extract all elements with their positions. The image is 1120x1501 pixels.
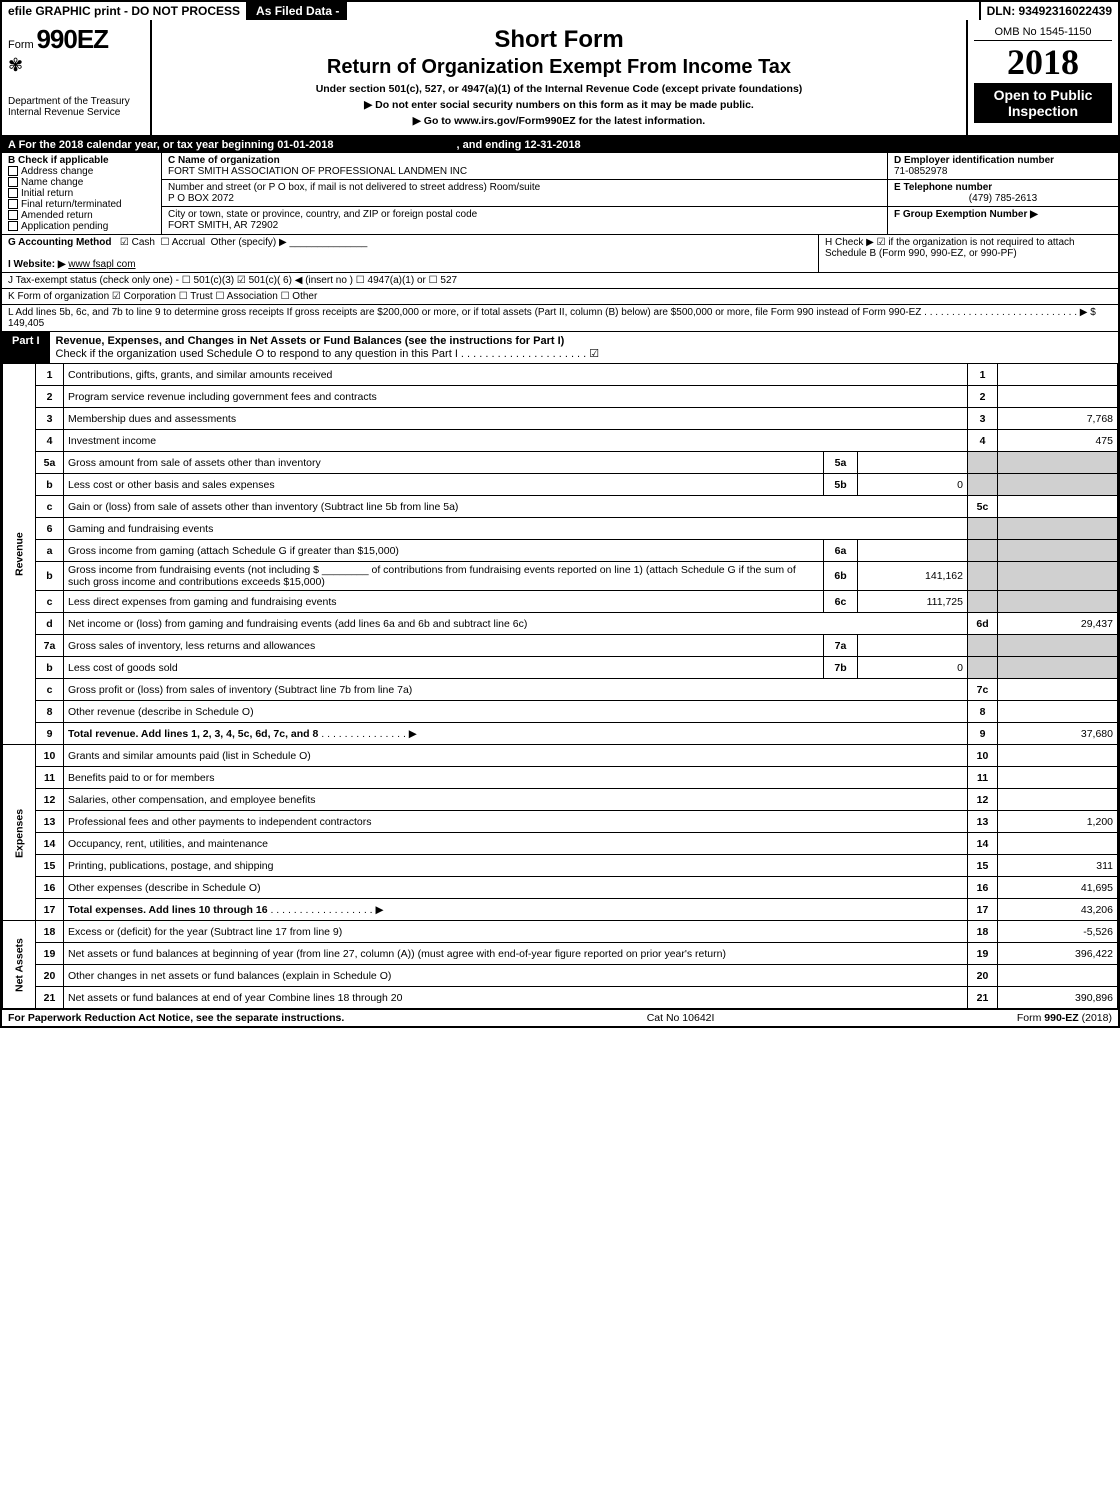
- col-b: B Check if applicable Address change Nam…: [2, 153, 162, 234]
- org-address: P O BOX 2072: [168, 193, 234, 204]
- row-a: A For the 2018 calendar year, or tax yea…: [2, 137, 1118, 153]
- website: www fsapl com: [68, 259, 135, 270]
- footer-right: Form 990-EZ (2018): [1017, 1012, 1112, 1024]
- part1-header: Part I Revenue, Expenses, and Changes in…: [2, 332, 1118, 363]
- header-right: OMB No 1545-1150 2018 Open to Public Ins…: [968, 20, 1118, 135]
- row-k: K Form of organization ☑ Corporation ☐ T…: [2, 289, 1118, 305]
- page-footer: For Paperwork Reduction Act Notice, see …: [2, 1009, 1118, 1026]
- d-label: D Employer identification number: [894, 155, 1054, 166]
- section-bcdef: B Check if applicable Address change Nam…: [2, 153, 1118, 235]
- c-addr-label: Number and street (or P O box, if mail i…: [168, 182, 540, 193]
- asfiled-label: As Filed Data -: [248, 2, 347, 20]
- header-center: Short Form Return of Organization Exempt…: [152, 20, 968, 135]
- checkbox-name-change[interactable]: [8, 177, 18, 187]
- row-gh: G Accounting Method ☑ Cash ☐ Accrual Oth…: [2, 235, 1118, 273]
- f-label: F Group Exemption Number ▶: [894, 209, 1038, 220]
- header-left: Form 990EZ ✾ Department of the Treasury …: [2, 20, 152, 135]
- part1-table: Revenue 1Contributions, gifts, grants, a…: [2, 363, 1118, 1009]
- netassets-vlabel: Net Assets: [3, 921, 36, 1009]
- tax-year: 2018: [974, 41, 1112, 83]
- form-header: Form 990EZ ✾ Department of the Treasury …: [2, 20, 1118, 137]
- footer-left: For Paperwork Reduction Act Notice, see …: [8, 1012, 344, 1024]
- form-990ez-page: efile GRAPHIC print - DO NOT PROCESS As …: [0, 0, 1120, 1028]
- checkbox-address-change[interactable]: [8, 166, 18, 176]
- h-text: H Check ▶ ☑ if the organization is not r…: [818, 235, 1118, 272]
- col-def: D Employer identification number 71-0852…: [888, 153, 1118, 234]
- under-section: Under section 501(c), 527, or 4947(a)(1)…: [162, 83, 956, 95]
- org-city: FORT SMITH, AR 72902: [168, 220, 278, 231]
- dln: DLN: 93492316022439: [979, 2, 1118, 20]
- part1-title: Revenue, Expenses, and Changes in Net As…: [56, 335, 565, 347]
- org-name: FORT SMITH ASSOCIATION OF PROFESSIONAL L…: [168, 166, 467, 177]
- irs: Internal Revenue Service: [8, 107, 144, 118]
- form-label: Form: [8, 39, 34, 51]
- checkbox-initial-return[interactable]: [8, 188, 18, 198]
- revenue-vlabel: Revenue: [3, 364, 36, 745]
- g-label: G Accounting Method: [8, 237, 112, 248]
- short-form-title: Short Form: [162, 26, 956, 54]
- dept: Department of the Treasury: [8, 96, 144, 107]
- footer-mid: Cat No 10642I: [647, 1012, 715, 1024]
- form-number: 990EZ: [36, 24, 108, 54]
- checkbox-final-return[interactable]: [8, 199, 18, 209]
- row-j: J Tax-exempt status (check only one) - ☐…: [2, 273, 1118, 289]
- omb-number: OMB No 1545-1150: [974, 24, 1112, 41]
- e-label: E Telephone number: [894, 182, 992, 193]
- ein: 71-0852978: [894, 166, 947, 177]
- goto-link: ▶ Go to www.irs.gov/Form990EZ for the la…: [162, 115, 956, 127]
- b-label: B Check if applicable: [8, 155, 155, 166]
- c-name-label: C Name of organization: [168, 155, 280, 166]
- top-bar: efile GRAPHIC print - DO NOT PROCESS As …: [2, 2, 1118, 20]
- checkbox-amended-return[interactable]: [8, 210, 18, 220]
- expenses-vlabel: Expenses: [3, 745, 36, 921]
- ssn-warning: ▶ Do not enter social security numbers o…: [162, 99, 956, 111]
- part1-check: Check if the organization used Schedule …: [56, 348, 600, 360]
- telephone: (479) 785-2613: [894, 193, 1112, 204]
- main-title: Return of Organization Exempt From Incom…: [162, 56, 956, 79]
- part1-label: Part I: [2, 332, 50, 363]
- checkbox-application-pending[interactable]: [8, 221, 18, 231]
- c-city-label: City or town, state or province, country…: [168, 209, 477, 220]
- row-l: L Add lines 5b, 6c, and 7b to line 9 to …: [2, 305, 1118, 332]
- col-c: C Name of organization FORT SMITH ASSOCI…: [162, 153, 888, 234]
- open-inspection: Open to Public Inspection: [974, 83, 1112, 123]
- i-label: I Website: ▶: [8, 259, 66, 270]
- efile-label: efile GRAPHIC print - DO NOT PROCESS: [2, 2, 248, 20]
